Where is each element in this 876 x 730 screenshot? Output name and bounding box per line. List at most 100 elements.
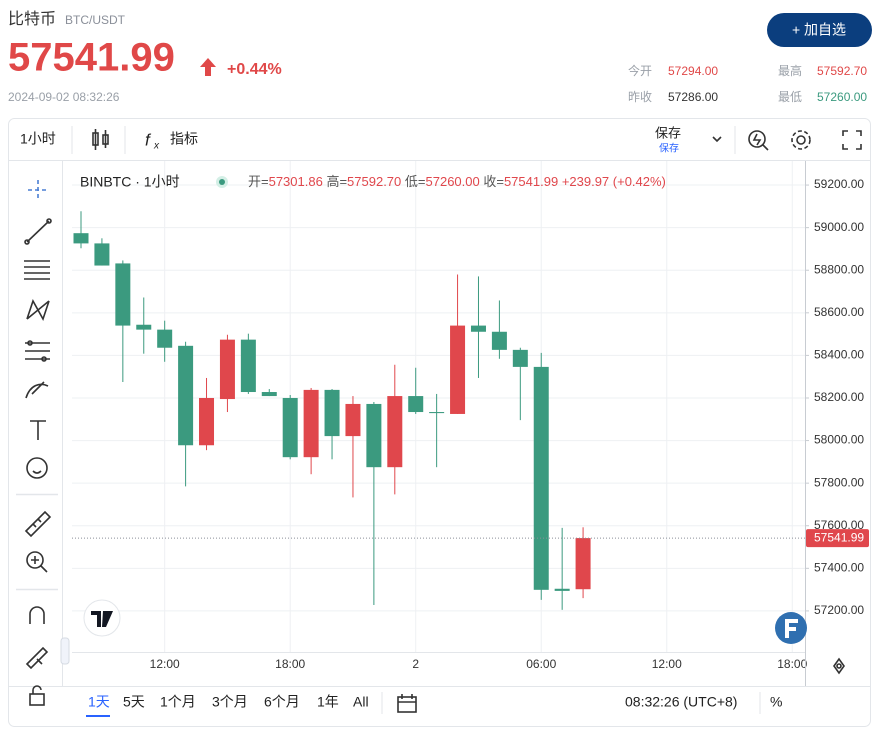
candle-body — [219, 339, 235, 400]
candle-body — [345, 403, 361, 437]
change: +0.44% — [227, 61, 282, 78]
candle-body — [408, 396, 424, 413]
candle-body — [157, 329, 173, 348]
watch-button-label[interactable]: + 加自选 — [792, 22, 846, 38]
range-button[interactable]: 3个月 — [212, 694, 248, 710]
alert-icon[interactable] — [748, 130, 769, 151]
y-tick-label: 57200.00 — [814, 603, 864, 617]
status-dot — [219, 179, 225, 185]
tv-logo[interactable] — [91, 611, 113, 627]
stat-value: 57286.00 — [668, 90, 718, 104]
save[interactable]: 保存 — [655, 125, 681, 140]
legend-symbol: BINBTC · 1小时 — [80, 174, 180, 190]
last-price-label: 57541.99 — [814, 530, 864, 544]
y-tick-label: 58000.00 — [814, 433, 864, 447]
range-bar: 1天 5天 1个月 3个月 6个月 1年 All — [86, 694, 369, 717]
y-tick-label: 59200.00 — [814, 177, 864, 191]
x-tick-label: 18:00 — [777, 657, 807, 671]
y-tick-label: 57400.00 — [814, 560, 864, 574]
stat-label: 最高 — [778, 63, 802, 78]
x-tick-label: 18:00 — [275, 657, 305, 671]
candle-body — [240, 339, 256, 393]
f-badge[interactable] — [785, 619, 798, 638]
legend-label: 开= — [248, 174, 269, 189]
legend-values: 开=57301.86 高=57592.70 低=57260.00 收=57541… — [248, 174, 666, 189]
interval[interactable]: 1小时 — [20, 131, 56, 147]
watch-button[interactable] — [767, 13, 872, 47]
chevron[interactable] — [712, 136, 722, 143]
legend-value: 57301.86 — [269, 174, 323, 189]
candle-body — [387, 396, 403, 468]
stat-label: 昨收 — [628, 90, 652, 104]
candle-body — [199, 397, 215, 446]
x-tick-label: 12:00 — [150, 657, 180, 671]
y-tick-label: 58400.00 — [814, 348, 864, 362]
stat-label: 最低 — [778, 90, 802, 104]
legend-label: 高= — [326, 174, 347, 189]
legend-value: 57541.99 — [504, 174, 558, 189]
stat-value: 57260.00 — [817, 90, 867, 104]
x-tick-label: 12:00 — [652, 657, 682, 671]
calendar-icon[interactable] — [397, 694, 417, 713]
legend-label: 低= — [405, 174, 426, 189]
range-button[interactable]: 1天 — [88, 694, 110, 710]
candle-body — [512, 349, 528, 367]
candle-body — [303, 389, 319, 458]
range-button[interactable]: 5天 — [123, 694, 145, 710]
up-arrow — [200, 58, 216, 76]
settings-icon[interactable] — [791, 130, 811, 150]
legend-value: 57592.70 — [347, 174, 401, 189]
range-button[interactable]: 6个月 — [264, 694, 300, 710]
legend-label: 收= — [483, 174, 504, 189]
range-button[interactable]: 1个月 — [160, 694, 196, 710]
percent-toggle[interactable]: % — [770, 694, 782, 710]
indicators[interactable]: 指标 — [170, 131, 198, 147]
candle-body — [261, 392, 277, 397]
fx-icon[interactable]: x — [153, 141, 160, 152]
candle-body — [450, 325, 466, 414]
x-tick-label: 2 — [412, 657, 419, 671]
stat-value: 57294.00 — [668, 64, 718, 78]
range-button[interactable]: 1年 — [317, 694, 339, 710]
candle-body — [178, 345, 194, 446]
candle-body — [429, 412, 445, 414]
tv-logo[interactable] — [83, 599, 121, 637]
last-price-tag — [806, 529, 869, 548]
range-button[interactable]: All — [353, 694, 369, 710]
fx-icon[interactable]: f — [145, 130, 152, 149]
candle-body — [282, 397, 298, 458]
pair: BTC/USDT — [65, 13, 126, 27]
timestamp: 2024-09-02 08:32:26 — [8, 90, 120, 104]
candle-body — [554, 588, 570, 591]
candle-body — [115, 263, 131, 326]
stat-label: 今开 — [628, 63, 652, 78]
candle-body — [94, 243, 110, 266]
y-tick-label: 58800.00 — [814, 262, 864, 276]
candle-body — [575, 538, 591, 590]
fullscreen-icon[interactable] — [842, 130, 862, 150]
candle-body — [324, 389, 340, 437]
sidebar-toggle[interactable] — [60, 637, 70, 665]
price: 57541.99 — [8, 36, 175, 80]
candle-icon[interactable] — [92, 129, 109, 150]
settings-axis[interactable] — [833, 657, 845, 675]
y-tick-label: 57800.00 — [814, 475, 864, 489]
save-sub[interactable]: 保存 — [659, 142, 679, 155]
y-tick-label: 58200.00 — [814, 390, 864, 404]
plot: 57200.00 57400.00 57600.00 57800.00 58000.00… — [72, 161, 869, 671]
stat-value: 57592.70 — [817, 64, 867, 78]
y-tick-label: 57600.00 — [814, 518, 864, 532]
legend-change: +239.97 (+0.42%) — [562, 174, 666, 189]
tool-icons[interactable] — [16, 180, 58, 706]
candle-body — [491, 331, 507, 350]
candle-body — [73, 233, 89, 244]
legend-value: 57260.00 — [426, 174, 480, 189]
candle-body — [136, 324, 152, 330]
x-tick-label: 06:00 — [526, 657, 556, 671]
y-tick-label: 59000.00 — [814, 220, 864, 234]
candle-body — [366, 403, 382, 468]
chart-frame — [8, 118, 871, 727]
clock: 08:32:26 (UTC+8) — [625, 694, 737, 710]
